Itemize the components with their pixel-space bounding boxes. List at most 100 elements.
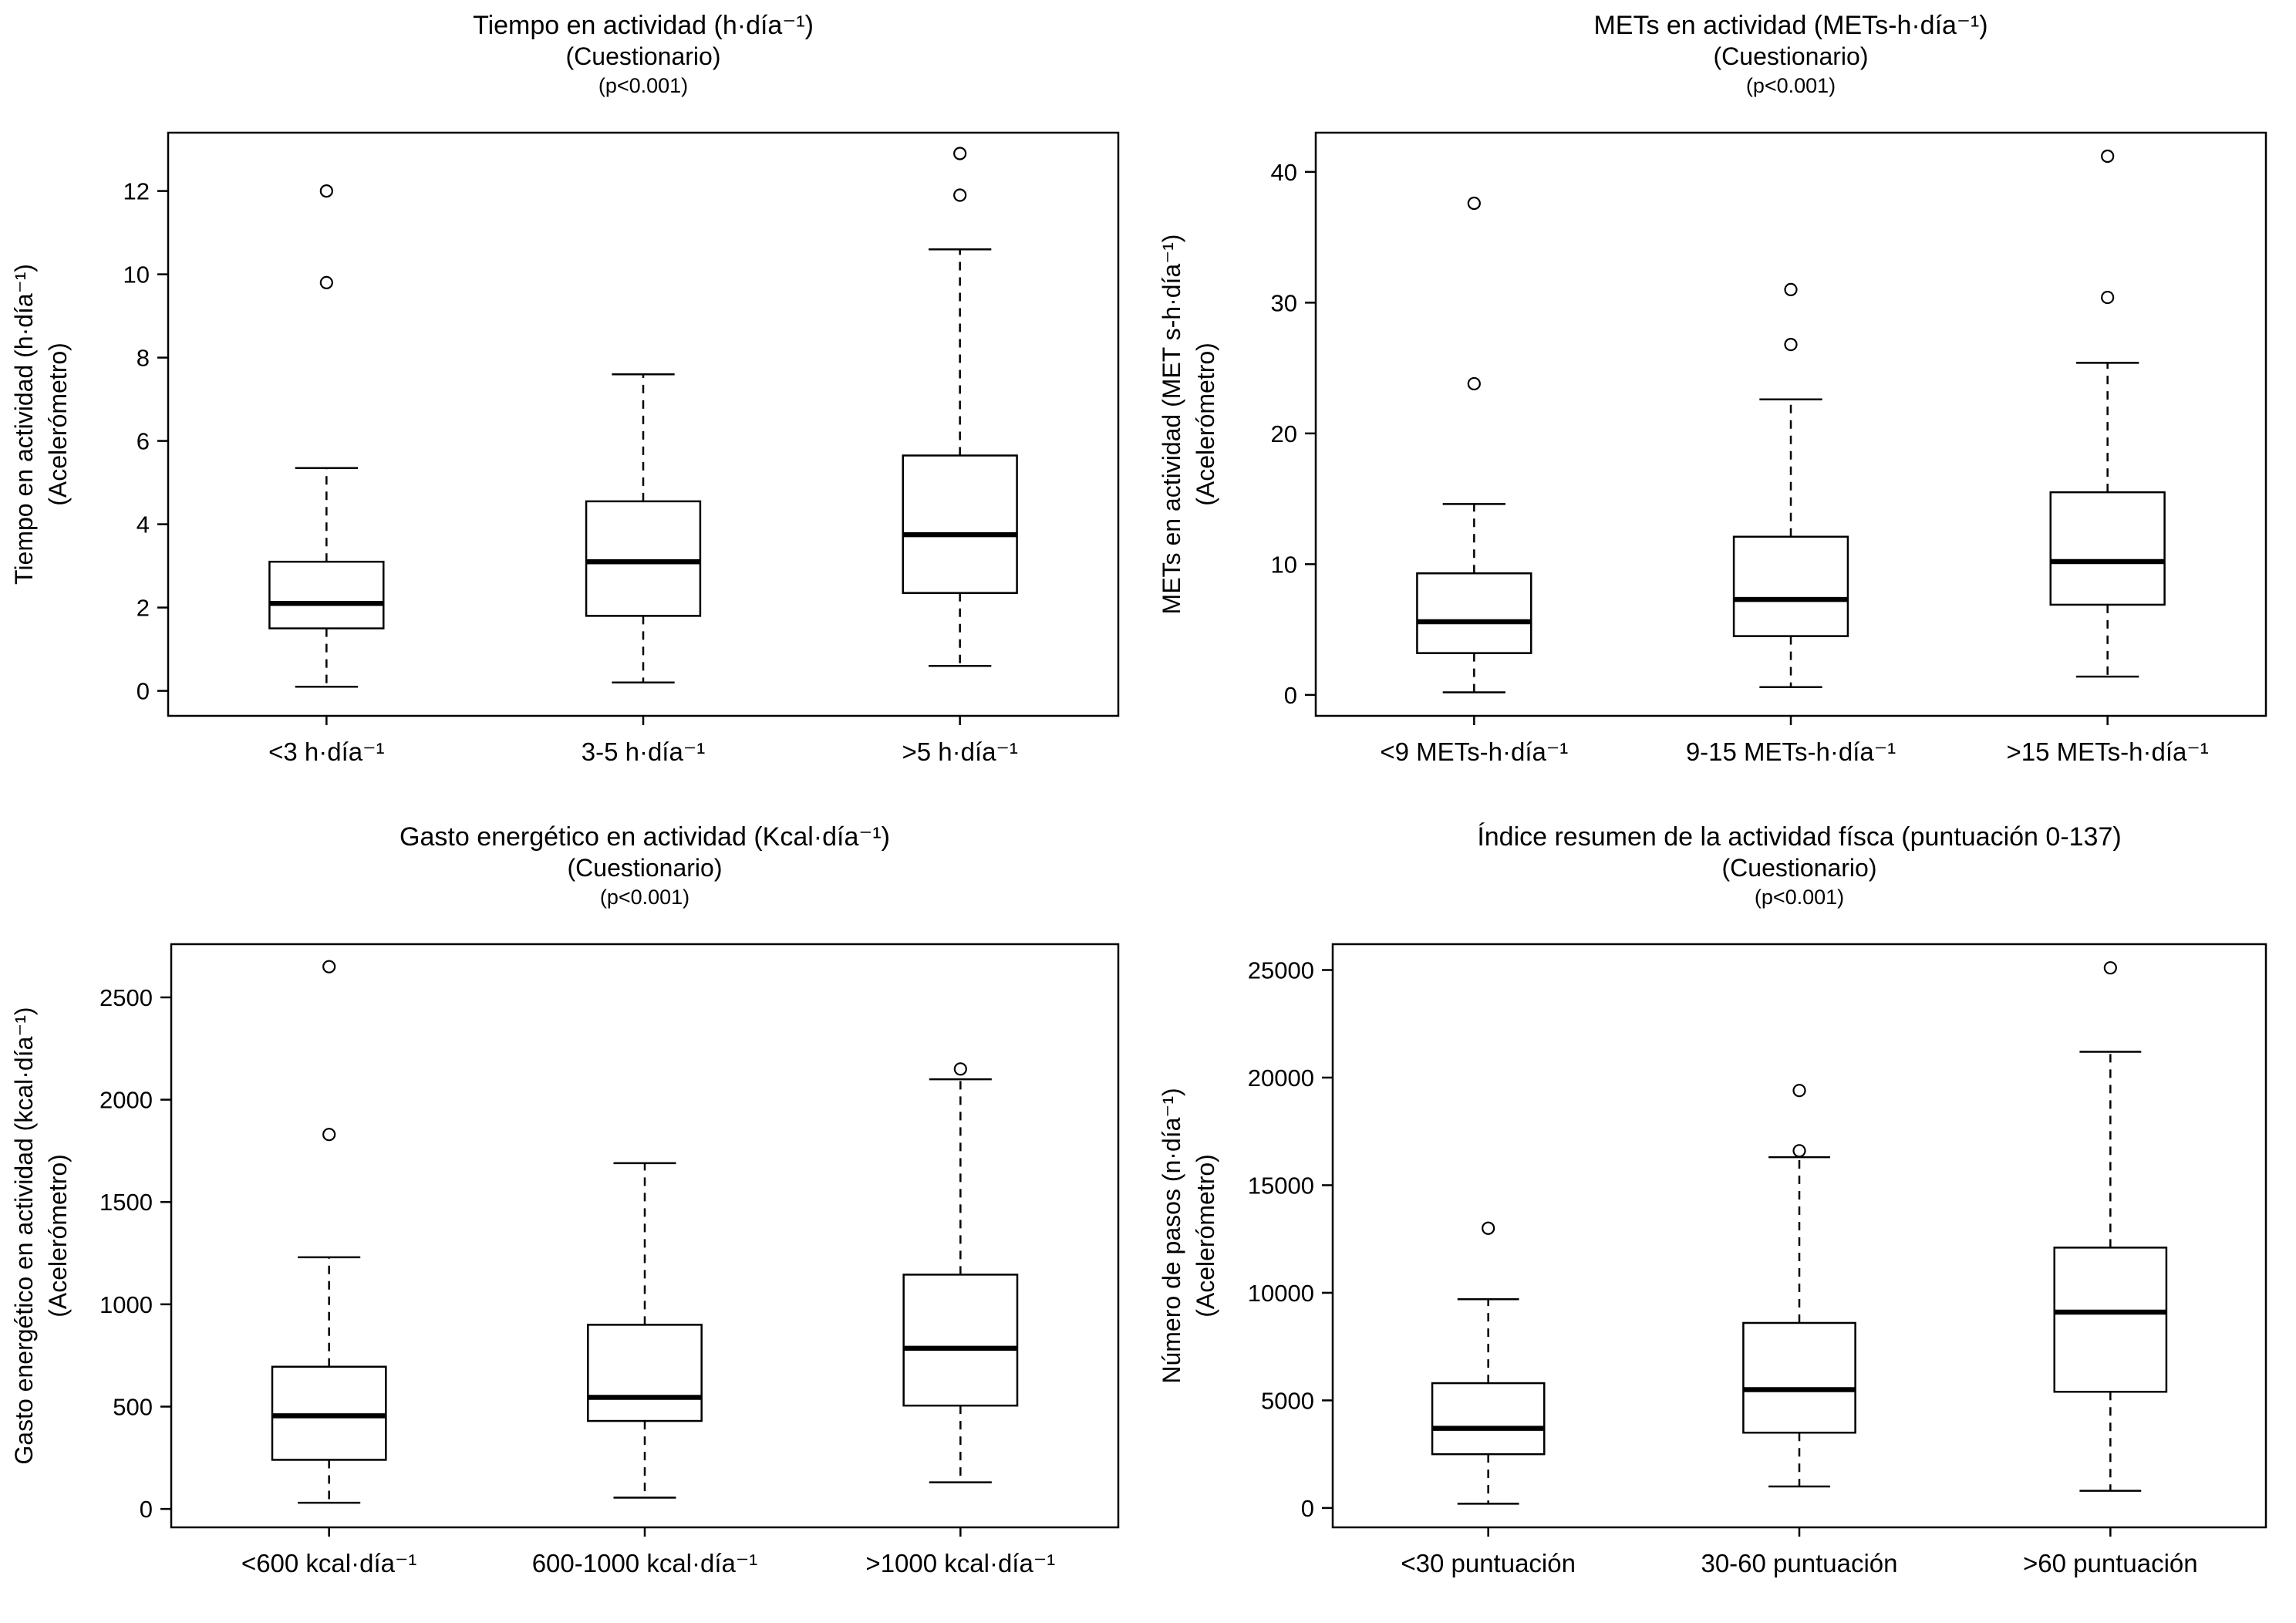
chart-title: METs en actividad (METs-h·día⁻¹): [1593, 11, 1988, 40]
y-tick-label: 2: [137, 595, 150, 622]
x-category-label: >5 h·día⁻¹: [902, 737, 1017, 766]
y-tick-label: 10000: [1248, 1280, 1314, 1307]
boxplot-group-2: [1742, 1084, 1856, 1488]
x-category-label: >1000 kcal·día⁻¹: [865, 1549, 1055, 1577]
iqr-box: [2053, 1247, 2168, 1393]
x-category-label: >15 METs-h·día⁻¹: [2007, 737, 2209, 766]
y-tick-label: 4: [137, 511, 150, 538]
y-tick-label: 20: [1271, 420, 1297, 447]
y-axis-label-line-2: (Acelerómetro): [44, 1154, 72, 1318]
panel-tiempo-en-actividad: Tiempo en actividad (h·día⁻¹) (Cuestionar…: [0, 0, 1148, 812]
x-category-label: 30-60 puntuación: [1701, 1549, 1897, 1577]
boxplot-group-1: [1431, 1221, 1546, 1505]
x-category-label: <30 puntuación: [1401, 1549, 1576, 1577]
outlier-point: [953, 188, 967, 202]
y-axis-label-line-1: METs en actividad (MET s-h·día⁻¹): [1158, 235, 1185, 615]
y-tick-label: 10: [123, 262, 150, 288]
chart-pvalue: (p<0.001): [1746, 74, 1836, 97]
y-tick-label: 40: [1271, 159, 1297, 186]
boxplot-chart-mets: METs en actividad (METs-h·día⁻¹)(Cuestio…: [1158, 11, 2267, 766]
y-axis-label-line-2: (Acelerómetro): [1192, 1154, 1219, 1318]
boxplot-group-3: [902, 1062, 1019, 1483]
chart-title: Índice resumen de la actividad físca (pu…: [1477, 822, 2121, 852]
chart-title: Tiempo en actividad (h·día⁻¹): [473, 11, 814, 40]
y-tick-label: 8: [137, 345, 150, 372]
iqr-box: [587, 1324, 703, 1422]
chart-title: Gasto energético en actividad (Kcal·día⁻…: [400, 822, 890, 852]
boxplot-group-1: [268, 184, 385, 688]
iqr-box: [1431, 1382, 1546, 1456]
y-tick-label: 20000: [1248, 1065, 1314, 1092]
y-tick-label: 500: [113, 1393, 153, 1420]
y-axis-label-line-2: (Acelerómetro): [44, 342, 72, 506]
x-category-label: 9-15 METs-h·día⁻¹: [1686, 737, 1896, 766]
x-category-label: <3 h·día⁻¹: [268, 737, 384, 766]
outlier-point: [1482, 1221, 1495, 1235]
boxplot-group-1: [1416, 196, 1532, 693]
x-category-label: <600 kcal·día⁻¹: [241, 1549, 416, 1577]
y-tick-label: 5000: [1261, 1387, 1314, 1414]
boxplot-group-2: [1732, 282, 1849, 688]
y-tick-label: 2000: [99, 1087, 153, 1114]
chart-subtitle: (Cuestionario): [1714, 42, 1869, 70]
outlier-point: [2101, 290, 2115, 305]
chart-pvalue: (p<0.001): [1755, 886, 1844, 909]
outlier-point: [319, 275, 333, 289]
y-tick-label: 10: [1271, 551, 1297, 578]
outlier-point: [2101, 149, 2115, 164]
boxplot-group-1: [271, 960, 387, 1504]
y-tick-label: 1500: [99, 1189, 153, 1216]
y-axis-label-line-1: Gasto energético en actividad (kcal·día⁻…: [10, 1007, 38, 1464]
panel-gasto-energetico: Gasto energético en actividad (Kcal·día⁻…: [0, 812, 1148, 1623]
iqr-box: [271, 1365, 387, 1461]
y-tick-label: 30: [1271, 289, 1297, 316]
y-axis-label-line-1: Número de pasos (n·día⁻¹): [1158, 1088, 1185, 1383]
iqr-box: [1416, 572, 1532, 654]
y-tick-label: 1000: [99, 1291, 153, 1318]
outlier-point: [322, 1128, 336, 1142]
panel-mets-en-actividad: METs en actividad (METs-h·día⁻¹) (Cuestio…: [1148, 0, 2296, 812]
y-axis-label-line-1: Tiempo en actividad (h·día⁻¹): [10, 264, 38, 585]
iqr-box: [1732, 535, 1849, 637]
y-tick-label: 0: [137, 678, 150, 705]
iqr-box: [268, 560, 385, 629]
outlier-point: [1467, 376, 1481, 391]
iqr-box: [2049, 491, 2166, 606]
iqr-box: [902, 454, 1018, 594]
y-axis-label-line-2: (Acelerómetro): [1192, 342, 1219, 506]
x-category-label: <9 METs-h·día⁻¹: [1380, 737, 1568, 766]
y-tick-label: 0: [1284, 682, 1297, 709]
boxplot-chart-tiempo: Tiempo en actividad (h·día⁻¹)(Cuestionar…: [10, 11, 1120, 766]
y-tick-label: 25000: [1248, 957, 1314, 984]
chart-subtitle: (Cuestionario): [1722, 854, 1877, 882]
x-category-label: >60 puntuación: [2023, 1549, 2198, 1577]
boxplot-group-3: [902, 147, 1018, 667]
iqr-box: [1742, 1321, 1856, 1434]
chart-subtitle: (Cuestionario): [566, 42, 721, 70]
outlier-point: [1784, 338, 1798, 352]
outlier-point: [1792, 1084, 1806, 1098]
outlier-point: [2103, 961, 2117, 975]
chart-pvalue: (p<0.001): [600, 886, 689, 909]
boxplot-chart-pasos: Índice resumen de la actividad físca (pu…: [1158, 822, 2267, 1577]
outlier-point: [1792, 1144, 1806, 1158]
iqr-box: [585, 500, 702, 617]
panel-indice-resumen: Índice resumen de la actividad físca (pu…: [1148, 812, 2296, 1623]
x-category-label: 3-5 h·día⁻¹: [582, 737, 706, 766]
outlier-point: [1784, 282, 1798, 297]
boxplot-group-2: [585, 373, 702, 684]
y-tick-label: 12: [123, 178, 150, 205]
boxplot-group-2: [587, 1162, 703, 1499]
outlier-point: [953, 147, 967, 160]
outlier-point: [322, 960, 336, 973]
outlier-point: [1467, 196, 1481, 211]
x-category-label: 600-1000 kcal·día⁻¹: [532, 1549, 758, 1577]
y-tick-label: 6: [137, 428, 150, 455]
y-tick-label: 15000: [1248, 1172, 1314, 1199]
chart-subtitle: (Cuestionario): [568, 854, 723, 882]
boxplot-group-3: [2049, 149, 2166, 678]
y-tick-label: 2500: [99, 984, 153, 1011]
y-tick-label: 0: [140, 1496, 153, 1523]
chart-pvalue: (p<0.001): [598, 74, 688, 97]
